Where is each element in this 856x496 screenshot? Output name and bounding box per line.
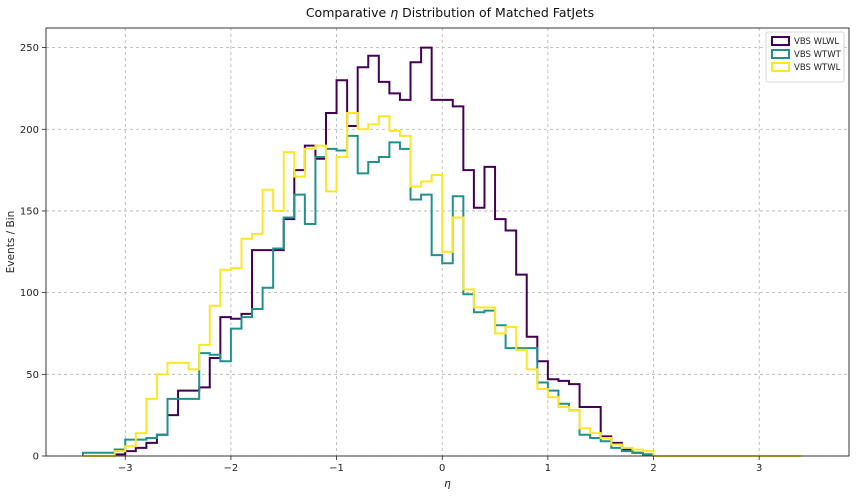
x-tick-label: 2 [650, 463, 656, 474]
legend: VBS WLWL VBS WTWT VBS WTWL [765, 31, 845, 83]
series-layer [81, 46, 802, 457]
x-tick-label: −3 [118, 463, 133, 474]
legend-swatch [771, 62, 790, 72]
y-tick-label: 250 [20, 43, 39, 54]
legend-swatch [771, 49, 790, 59]
y-axis-ticks: 0 50 100 150 200 250 [20, 43, 46, 463]
y-tick-label: 200 [20, 125, 39, 136]
series-step-line-vbs-wlwl [82, 46, 802, 457]
plot-frame [45, 27, 850, 457]
y-tick-label: 150 [20, 206, 39, 217]
x-tick-label: 1 [545, 463, 551, 474]
x-tick-label: 0 [439, 463, 445, 474]
x-tick-label: −1 [329, 463, 344, 474]
legend-label: VBS WTWT [794, 50, 842, 60]
series-step-line-vbs-wtwl [82, 111, 802, 457]
x-axis-ticks: −3 −2 −1 0 1 2 3 [118, 456, 762, 474]
x-axis-label: η [444, 478, 451, 490]
y-tick-label: 100 [20, 288, 39, 299]
x-tick-label: 3 [756, 463, 762, 474]
legend-label: VBS WLWL [794, 37, 839, 47]
legend-swatch [771, 36, 790, 46]
x-tick-label: −2 [224, 463, 239, 474]
y-tick-label: 0 [33, 452, 39, 463]
chart-title: Comparative η Distribution of Matched Fa… [306, 5, 594, 20]
y-tick-label: 50 [26, 370, 39, 381]
series-step-line-vbs-wtwt [81, 134, 802, 457]
legend-label: VBS WTWL [794, 63, 841, 73]
y-axis-label: Events / Bin [5, 211, 17, 274]
